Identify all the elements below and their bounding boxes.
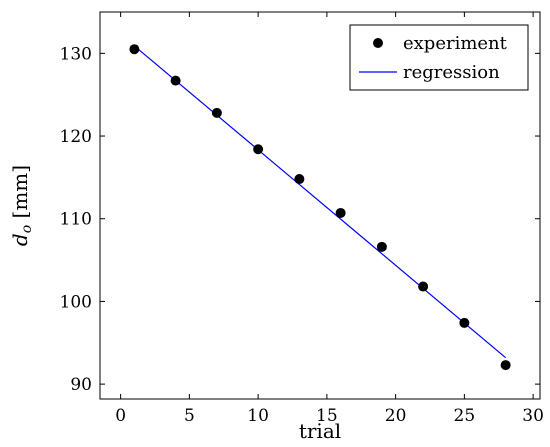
y-axis-title: do [mm] <box>8 165 35 246</box>
y-tick-label: 130 <box>60 44 92 64</box>
experiment-point <box>253 144 264 155</box>
x-axis-title: trial <box>299 419 341 443</box>
experiment-point <box>500 360 511 371</box>
y-axis-subscript: o <box>19 225 35 233</box>
x-axis-ticks: 0 5 10 15 20 25 30 <box>115 12 544 426</box>
y-axis-symbol: d <box>8 233 32 246</box>
legend-regression-label: regression <box>403 62 500 83</box>
y-axis-ticks: 90 100 110 120 130 <box>60 44 540 395</box>
experiment-series <box>129 44 511 371</box>
y-tick-label: 90 <box>70 375 92 395</box>
legend-experiment-marker <box>373 38 383 48</box>
experiment-point <box>418 281 429 292</box>
x-tick-label: 30 <box>522 406 544 426</box>
legend-box <box>349 24 529 91</box>
x-tick-label: 0 <box>115 406 126 426</box>
experiment-point <box>459 317 470 328</box>
x-tick-label: 15 <box>316 406 338 426</box>
x-tick-label: 25 <box>454 406 476 426</box>
y-tick-label: 100 <box>60 292 92 312</box>
x-tick-label: 5 <box>184 406 195 426</box>
y-tick-label: 110 <box>60 210 92 230</box>
x-tick-label: 10 <box>247 406 269 426</box>
plot-frame <box>99 11 541 400</box>
experiment-point <box>170 75 181 86</box>
regression-line <box>133 45 507 359</box>
experiment-point <box>211 107 222 118</box>
y-axis-unit: [mm] <box>8 165 32 219</box>
y-tick-label: 120 <box>60 127 92 147</box>
experiment-point <box>335 207 346 218</box>
regression-series <box>133 45 507 359</box>
legend-experiment-label: experiment <box>403 33 508 54</box>
x-tick-label: 20 <box>385 406 407 426</box>
experiment-point <box>294 174 305 185</box>
experiment-point <box>376 241 387 252</box>
legend: experiment regression <box>349 24 529 91</box>
experiment-point <box>129 44 140 55</box>
